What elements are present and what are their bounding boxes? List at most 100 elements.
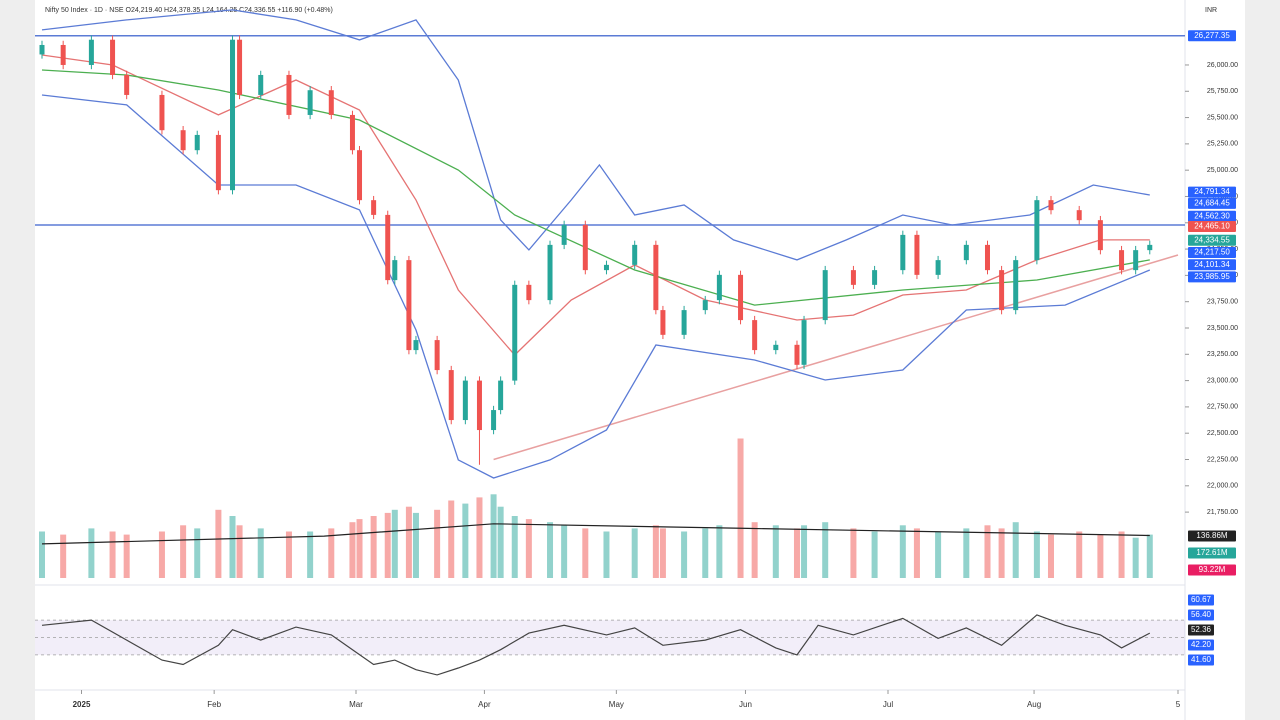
y-tick-label: 23,000.00 — [1207, 377, 1238, 384]
volume-bar — [448, 500, 455, 578]
candle-body — [935, 260, 941, 275]
candle-body — [984, 244, 990, 271]
candle-body — [603, 264, 609, 271]
volume-bar — [88, 528, 95, 578]
volume-bar — [702, 528, 709, 578]
candle-body — [476, 380, 482, 431]
volume-bar — [257, 528, 264, 578]
candle-body — [653, 244, 659, 311]
x-tick-label: 5 — [1176, 700, 1181, 709]
candle-body — [963, 244, 969, 261]
price-tag-label: 23,985.95 — [1194, 272, 1230, 281]
volume-bar — [793, 528, 800, 578]
candle-body — [801, 320, 807, 365]
candle-body — [215, 134, 221, 191]
volume-bar — [631, 528, 638, 578]
volume-tag — [1188, 564, 1236, 576]
y-tick-label: 22,000.00 — [1207, 483, 1238, 490]
candle-body — [448, 370, 454, 421]
candle-body — [180, 130, 186, 151]
y-tick-label: 23,500.00 — [1207, 325, 1238, 332]
indicator-line — [41, 94, 1151, 479]
candle-body — [328, 90, 334, 115]
volume-tag — [1188, 547, 1236, 559]
trendline — [493, 254, 1179, 461]
volume-bar — [511, 516, 518, 578]
indicator-line — [41, 69, 1150, 306]
volume-bar — [109, 531, 116, 578]
rsi-tag-label: 56.40 — [1191, 610, 1212, 619]
volume-bar — [497, 506, 504, 578]
rsi-tag-label: 41.60 — [1191, 655, 1212, 664]
candle-body — [822, 270, 828, 321]
candle-body — [498, 380, 504, 411]
candle-body — [230, 39, 236, 191]
volume-bar — [356, 519, 363, 578]
volume-bar — [582, 528, 589, 578]
rsi-band — [35, 620, 1185, 655]
volume-bar — [547, 522, 554, 578]
y-tick-label: 23,250.00 — [1207, 351, 1238, 358]
volume-bar — [772, 525, 779, 578]
rsi-tag-label: 60.67 — [1191, 595, 1212, 604]
volume-bar — [913, 528, 920, 578]
y-tick-label: 26,000.00 — [1207, 62, 1238, 69]
volume-bar — [391, 509, 398, 578]
candle-body — [413, 340, 419, 351]
rsi-tag — [1188, 639, 1214, 651]
volume-bar — [194, 528, 201, 578]
volume-bar — [751, 522, 758, 578]
volume-bar — [1118, 531, 1125, 578]
y-tick-label: 21,750.00 — [1207, 509, 1238, 516]
currency: INR — [1205, 7, 1217, 14]
candle-body — [159, 94, 165, 131]
y-tick-label: 25,750.00 — [1207, 88, 1238, 95]
x-tick-label: Aug — [1027, 700, 1041, 709]
candle-body — [307, 90, 313, 115]
candle-body — [1076, 210, 1082, 221]
volume-bar — [1097, 534, 1104, 578]
volume-bar — [963, 528, 970, 578]
rsi-tag — [1188, 594, 1214, 606]
candle-body — [462, 380, 468, 421]
volume-bar — [561, 525, 568, 578]
volume-bar — [370, 516, 377, 578]
candle-body — [258, 74, 264, 95]
price-tag-label: 24,465.10 — [1194, 222, 1230, 231]
price-tag — [1188, 220, 1236, 232]
candle-body — [357, 150, 363, 201]
candle-body — [349, 114, 355, 151]
rsi-line — [41, 614, 1151, 676]
right-margin — [1245, 0, 1280, 720]
volume-bar — [1132, 537, 1139, 578]
candle-body — [60, 44, 66, 65]
rsi-tag-label: 52.36 — [1191, 625, 1212, 634]
price-tag — [1188, 247, 1236, 259]
x-tick-label: Mar — [349, 700, 363, 709]
price-tag-label: 24,334.55 — [1194, 235, 1230, 244]
candle-body — [512, 284, 518, 381]
candle-body — [406, 260, 412, 351]
candle-body — [124, 74, 130, 95]
volume-bar — [737, 438, 744, 578]
candle-body — [1097, 220, 1103, 251]
rsi-tag — [1188, 609, 1214, 621]
candle-body — [547, 244, 553, 301]
candle-body — [1048, 200, 1054, 211]
x-tick-label: Jun — [739, 700, 752, 709]
x-tick-label: 2025 — [73, 700, 91, 709]
y-tick-label: 25,000.00 — [1207, 167, 1238, 174]
volume-bar — [1047, 534, 1054, 578]
price-tag — [1188, 30, 1236, 42]
volume-bar — [236, 525, 243, 578]
rsi-tag — [1188, 624, 1214, 636]
candle-body — [491, 410, 497, 431]
volume-bar — [307, 531, 314, 578]
y-tick-label: 22,250.00 — [1207, 456, 1238, 463]
price-tag-label: 24,684.45 — [1194, 198, 1230, 207]
volume-bar — [935, 531, 942, 578]
volume-bar — [1012, 522, 1019, 578]
volume-bar — [659, 528, 666, 578]
candle-body — [1119, 250, 1125, 271]
